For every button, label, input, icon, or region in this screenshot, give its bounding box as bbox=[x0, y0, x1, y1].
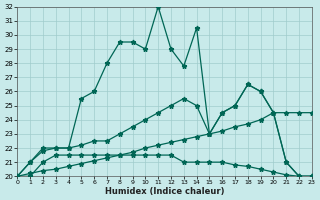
X-axis label: Humidex (Indice chaleur): Humidex (Indice chaleur) bbox=[105, 187, 224, 196]
